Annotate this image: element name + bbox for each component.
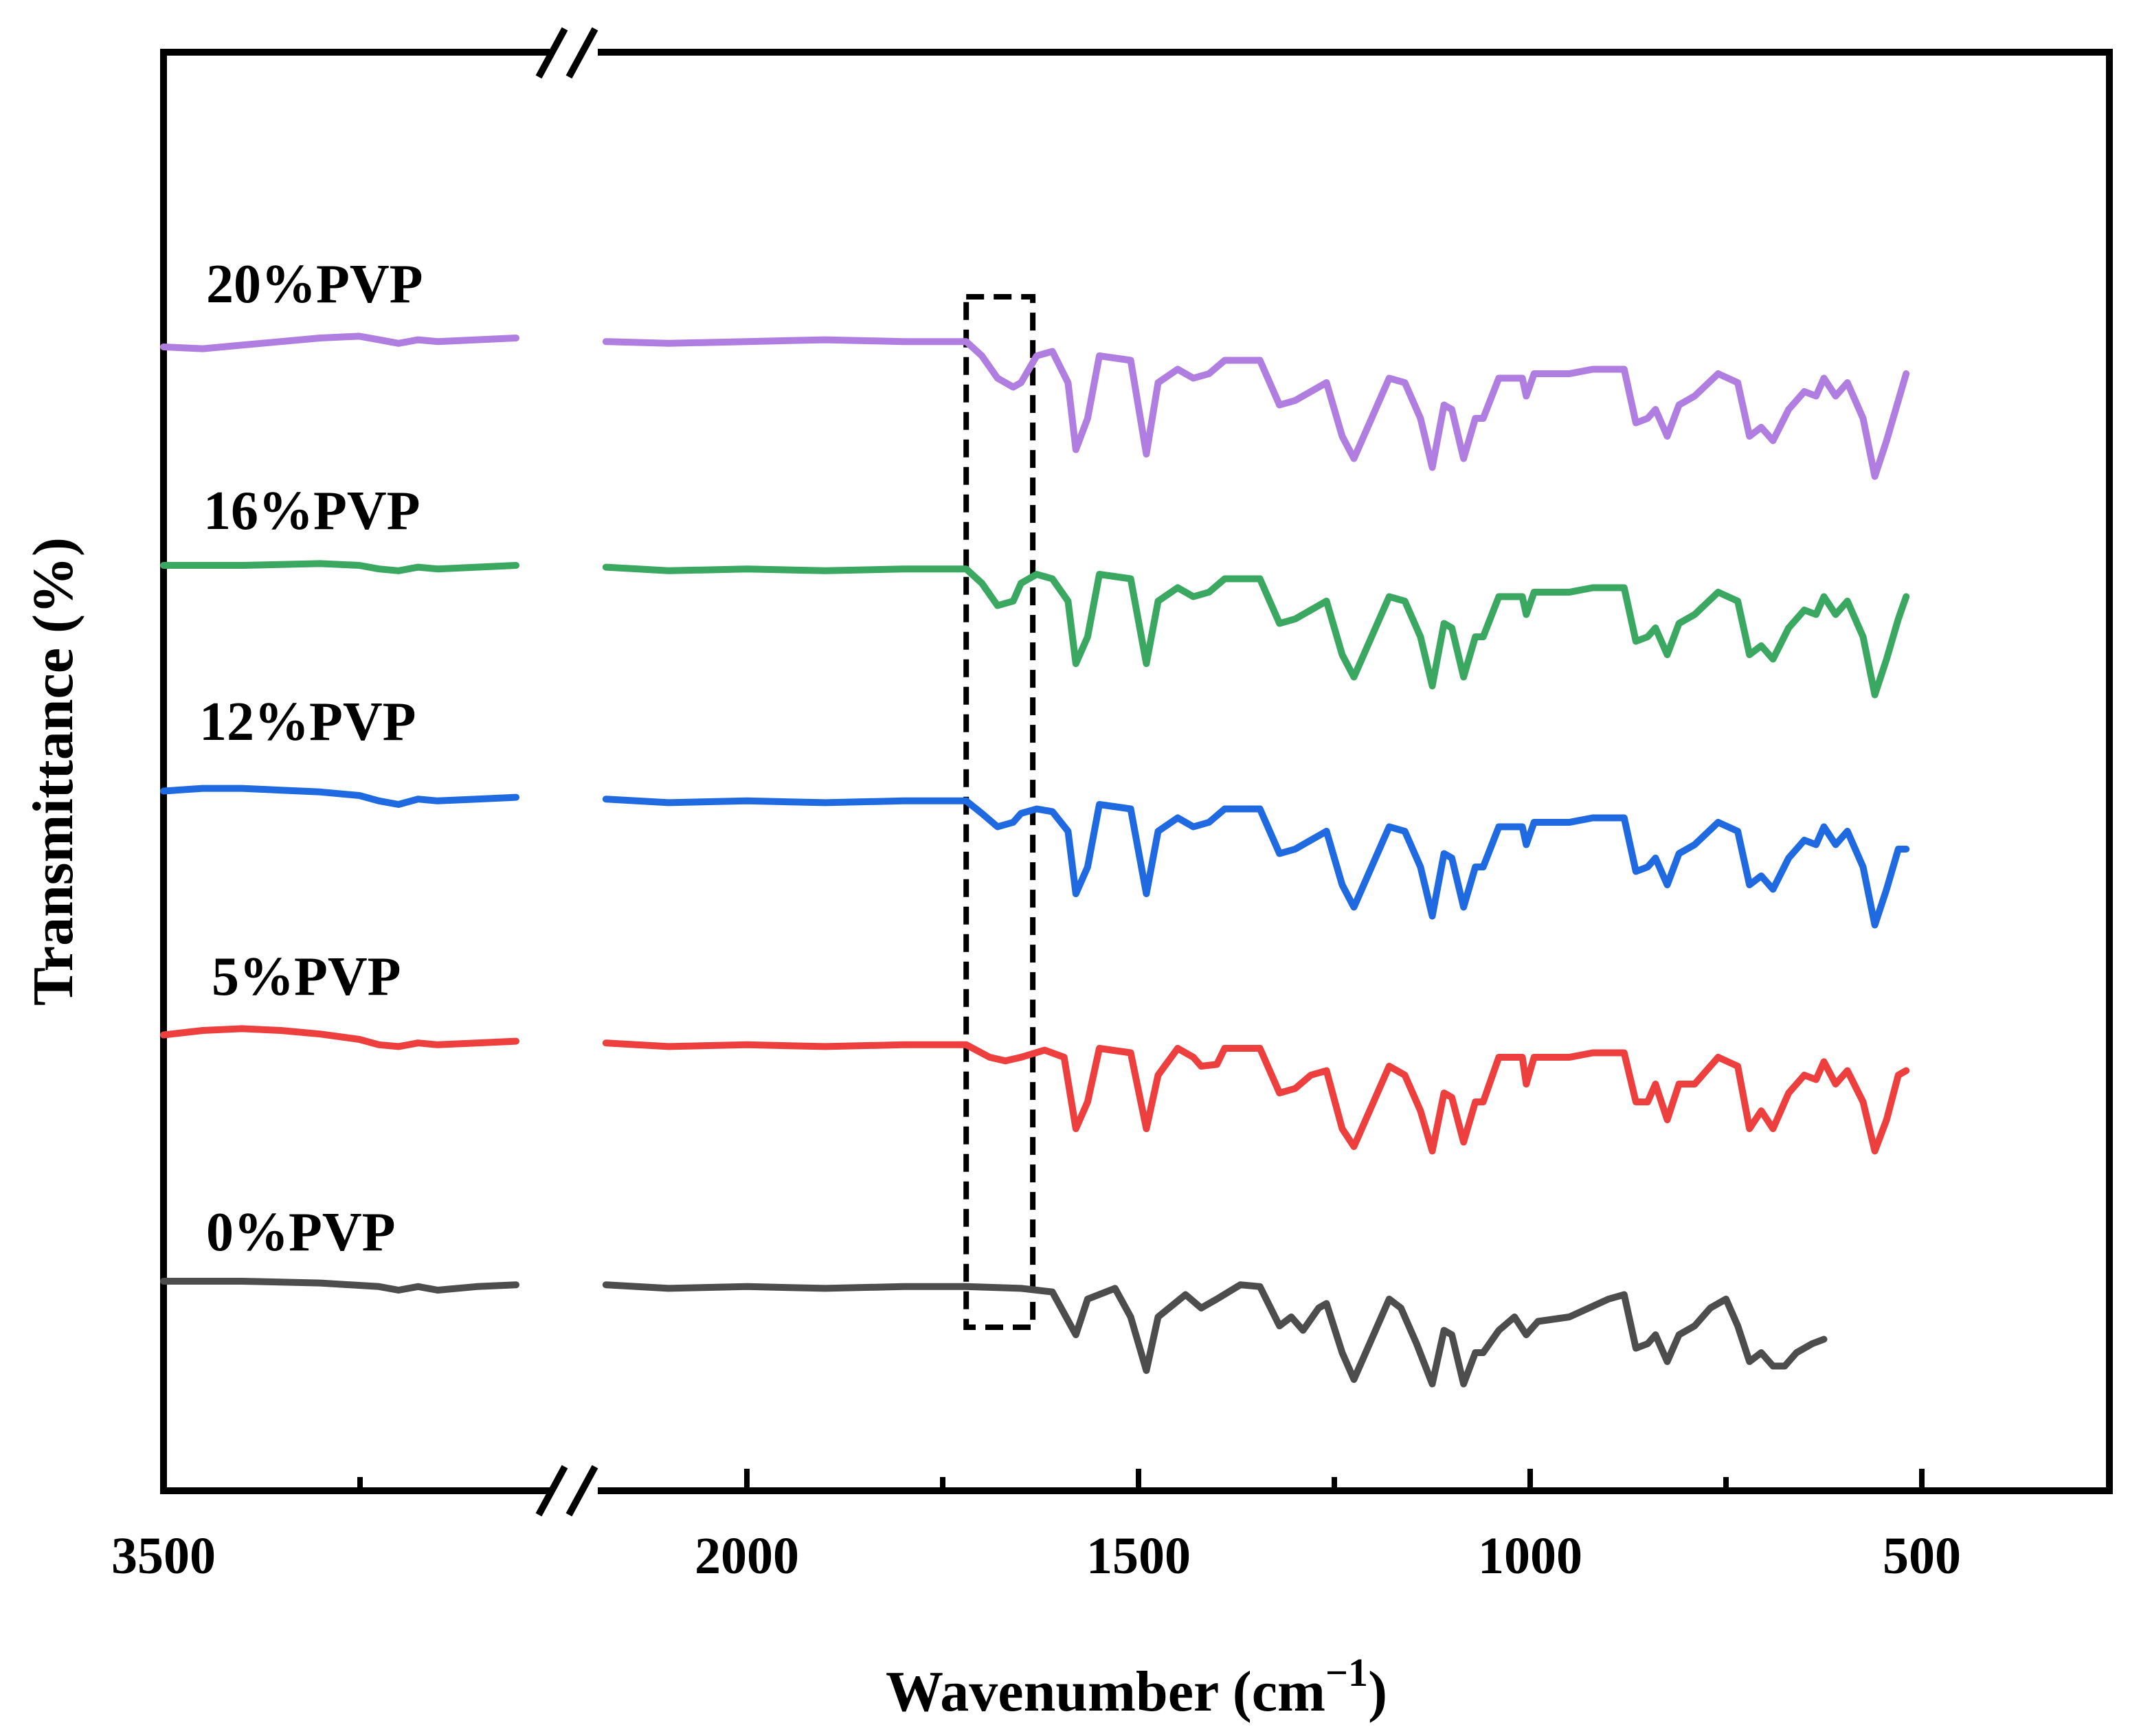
series-label-20pvp: 20%PVP <box>206 254 423 315</box>
series-label-5pvp: 5%PVP <box>212 947 401 1007</box>
series-line-16pvp-right <box>602 563 1910 699</box>
series-line-20pvp-left <box>160 332 519 352</box>
x-tick-label: 1500 <box>1086 1527 1191 1585</box>
top-axis-break <box>535 27 598 79</box>
series-line-16pvp-left <box>160 560 519 574</box>
series-line-0pvp-right <box>602 1281 1828 1388</box>
series-label-16pvp: 16%PVP <box>203 481 421 541</box>
x-axis-title-sup: −1 <box>1325 1650 1368 1695</box>
x-axis-title: Wavenumber (cm−1) <box>886 1650 1387 1724</box>
plot-frame <box>160 49 2113 1494</box>
x-tick-label: 1000 <box>1478 1527 1582 1585</box>
x-tick-labels: 3500 2000 1500 1000 500 <box>111 1527 1961 1585</box>
x-axis-title-text: Wavenumber (cm <box>886 1660 1325 1724</box>
y-axis-title: Transmittance (%) <box>21 537 85 1006</box>
series-line-12pvp-right <box>602 796 1910 929</box>
series-group <box>160 332 1910 1388</box>
series-line-5pvp-left <box>160 1025 519 1050</box>
minor-ticks <box>357 1477 1729 1491</box>
series-labels: 0%PVP 5%PVP 12%PVP 16%PVP 20%PVP <box>199 254 423 1263</box>
series-line-5pvp-right <box>602 1039 1910 1155</box>
x-tick-label: 2000 <box>695 1527 799 1585</box>
series-line-20pvp-right <box>602 336 1910 480</box>
x-tick-label: 3500 <box>111 1527 216 1585</box>
major-ticks <box>744 1469 1925 1491</box>
x-axis-title-close: ) <box>1368 1660 1387 1724</box>
series-line-12pvp-left <box>160 785 519 808</box>
bottom-axis-break <box>535 1465 598 1517</box>
series-label-0pvp: 0%PVP <box>206 1202 396 1263</box>
x-tick-label: 500 <box>1883 1527 1961 1585</box>
series-line-0pvp-left <box>160 1278 519 1294</box>
series-label-12pvp: 12%PVP <box>199 692 416 752</box>
